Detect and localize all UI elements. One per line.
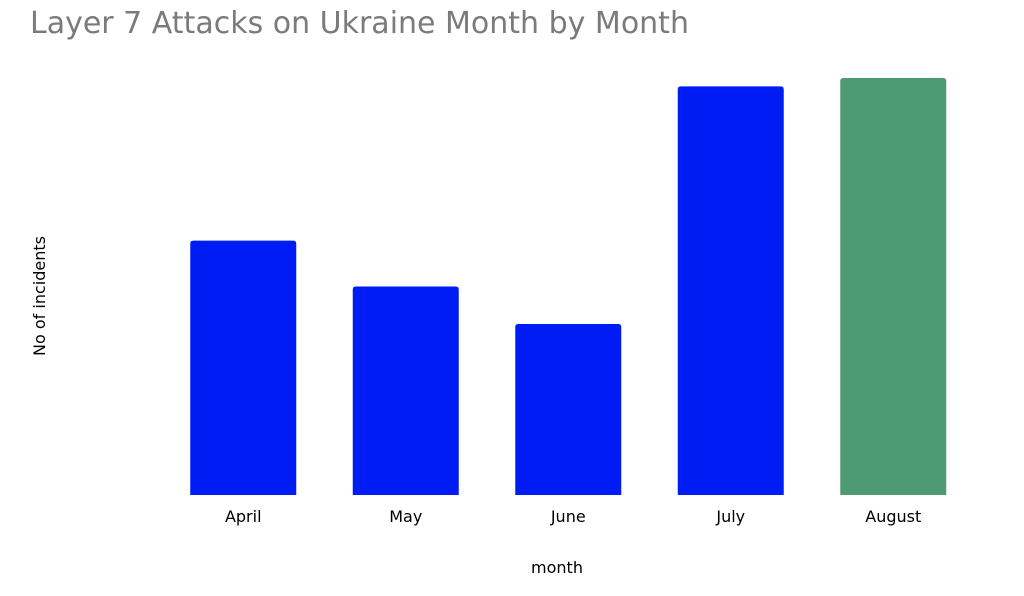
x-tick-labels: April May June July August xyxy=(225,507,921,526)
x-tick-label-june: June xyxy=(550,507,586,526)
x-tick-label-august: August xyxy=(865,507,921,526)
y-axis-label: No of incidents xyxy=(30,236,49,356)
bars-group xyxy=(190,78,947,495)
x-tick-label-july: July xyxy=(715,507,745,526)
x-tick-label-april: April xyxy=(225,507,262,526)
bar-june xyxy=(515,324,622,495)
bar-may xyxy=(352,286,459,495)
bar-april xyxy=(190,240,297,495)
x-axis-label: month xyxy=(531,558,583,577)
chart-title: Layer 7 Attacks on Ukraine Month by Mont… xyxy=(30,6,689,41)
bar-july xyxy=(677,86,784,495)
bar-august xyxy=(840,78,947,495)
x-tick-label-may: May xyxy=(389,507,422,526)
